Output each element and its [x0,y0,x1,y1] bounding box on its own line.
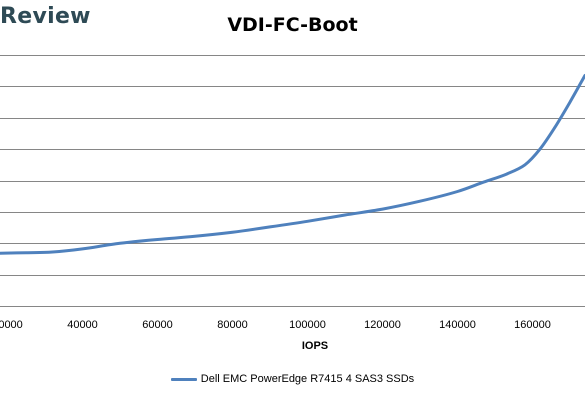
legend-swatch [170,377,197,381]
legend: Dell EMC PowerEdge R7415 4 SAS3 SSDs [0,373,585,385]
series-line-0 [0,73,585,255]
x-tick-label-7: 160000 [514,319,551,331]
x-axis-title: IOPS [302,340,328,352]
series-group [0,73,585,255]
x-tick-label-4: 100000 [289,319,326,331]
x-axis-tick-labels: 20000 40000 60000 80000 100000 120000 140000 16… [0,319,551,331]
gridlines [0,55,585,307]
x-tick-label-2: 60000 [142,319,173,331]
x-tick-label-3: 80000 [217,319,248,331]
brand-logo-text: Review [0,4,91,29]
x-tick-label-5: 120000 [364,319,401,331]
chart-title: VDI-FC-Boot [227,14,358,36]
x-tick-label-6: 140000 [439,319,476,331]
x-tick-label-0: 20000 [0,319,23,331]
legend-label: Dell EMC PowerEdge R7415 4 SAS3 SSDs [200,373,415,385]
x-tick-label-1: 40000 [67,319,98,331]
